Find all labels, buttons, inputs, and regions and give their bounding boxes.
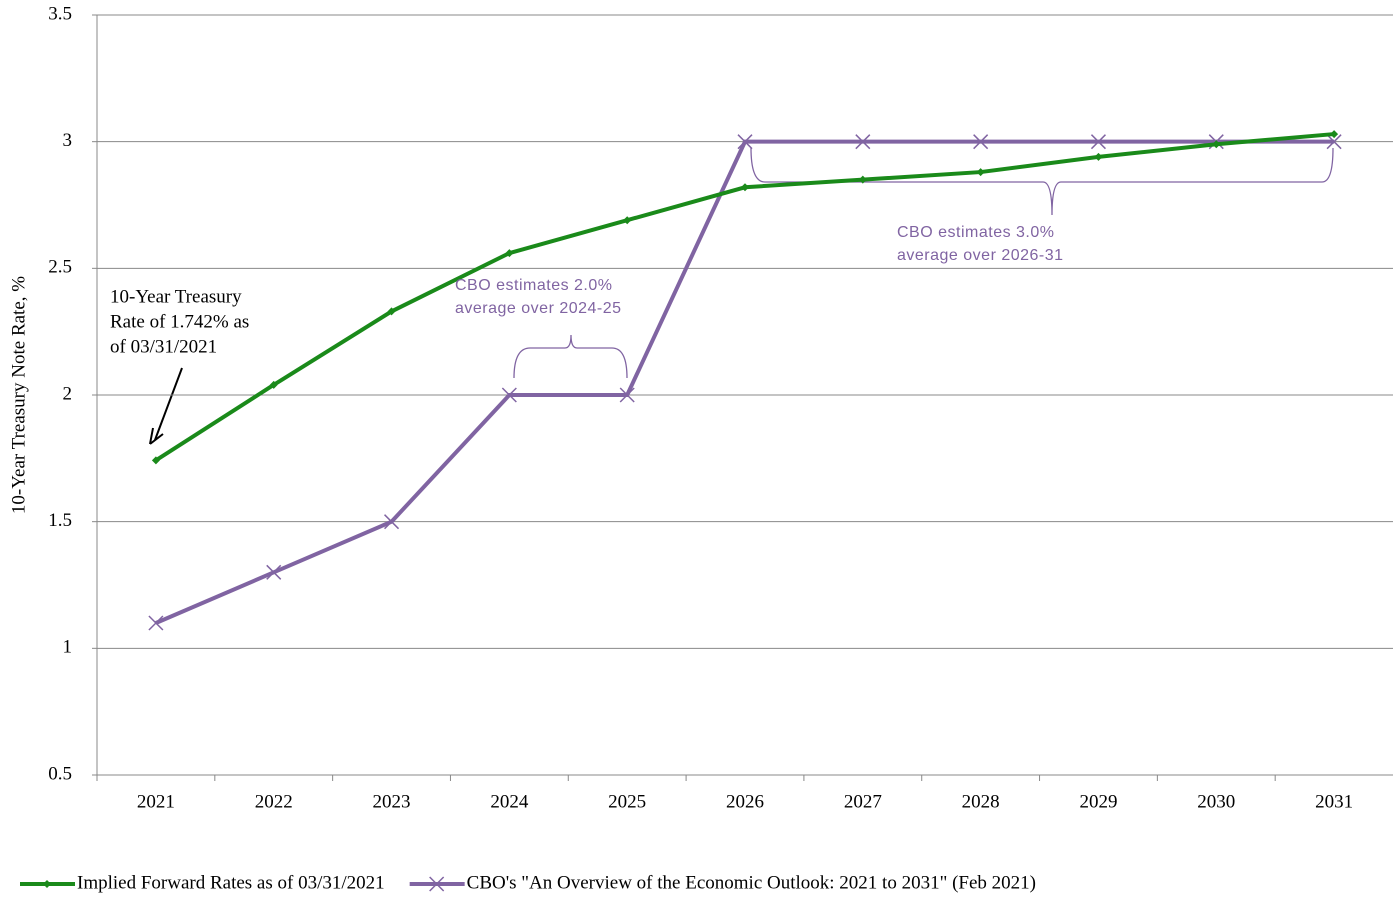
data-point xyxy=(148,615,164,631)
data-point xyxy=(1326,134,1342,150)
annotation: CBO estimates 3.0% xyxy=(897,224,1055,241)
annotation: 10-Year Treasury xyxy=(110,286,242,307)
data-point xyxy=(505,249,514,258)
data-point xyxy=(976,168,985,177)
data-point xyxy=(858,175,867,184)
data-point xyxy=(1330,130,1339,139)
data-point xyxy=(741,183,749,192)
annotation: of 03/31/2021 xyxy=(110,336,217,357)
data-point xyxy=(619,387,635,403)
annotation: CBO estimates 2.0% xyxy=(455,277,613,294)
annotation: average over 2024-25 xyxy=(455,300,622,317)
data-point xyxy=(623,216,632,225)
data-point xyxy=(737,134,753,150)
data-point xyxy=(151,456,160,465)
x-tick-label: 2028 xyxy=(962,791,1000,812)
x-tick-label: 2023 xyxy=(373,791,411,812)
x-tick-label: 2022 xyxy=(255,791,293,812)
x-tick-label: 2031 xyxy=(1315,791,1353,812)
legend-marker xyxy=(43,880,51,888)
x-tick-label: 2030 xyxy=(1197,791,1235,812)
series-line xyxy=(154,132,1335,463)
x-tick-label: 2021 xyxy=(137,791,175,812)
brace xyxy=(513,334,628,379)
y-tick-label: 0.5 xyxy=(48,763,72,784)
data-point xyxy=(501,387,517,403)
brace xyxy=(750,147,1334,216)
data-point xyxy=(387,307,396,316)
y-axis-label: 10-Year Treasury Note Rate, % xyxy=(8,276,29,514)
y-tick-label: 3 xyxy=(63,130,73,151)
legend-marker xyxy=(429,876,445,892)
data-point xyxy=(855,134,871,150)
data-point xyxy=(269,380,278,389)
y-tick-label: 2.5 xyxy=(48,257,72,278)
annotation: Rate of 1.742% as xyxy=(110,311,249,332)
data-point xyxy=(973,134,989,150)
annotation: average over 2026-31 xyxy=(897,247,1064,264)
x-tick-label: 2029 xyxy=(1079,791,1117,812)
data-point xyxy=(1090,134,1106,150)
y-tick-label: 2 xyxy=(63,383,73,404)
arrow xyxy=(154,367,183,441)
y-tick-label: 3.5 xyxy=(48,3,72,24)
x-tick-label: 2025 xyxy=(608,791,646,812)
arrow-head xyxy=(149,427,164,445)
legend-label: Implied Forward Rates as of 03/31/2021 xyxy=(77,872,385,893)
x-tick-label: 2024 xyxy=(490,791,529,812)
y-tick-label: 1.5 xyxy=(48,510,72,531)
data-point xyxy=(384,514,400,530)
data-point xyxy=(1212,140,1221,149)
legend-label: CBO's "An Overview of the Economic Outlo… xyxy=(467,872,1036,893)
data-point xyxy=(266,564,282,580)
x-tick-label: 2027 xyxy=(844,791,882,812)
series-line xyxy=(155,139,1335,625)
x-tick-label: 2026 xyxy=(726,791,764,812)
y-tick-label: 1 xyxy=(63,637,73,658)
data-point xyxy=(1094,152,1103,161)
